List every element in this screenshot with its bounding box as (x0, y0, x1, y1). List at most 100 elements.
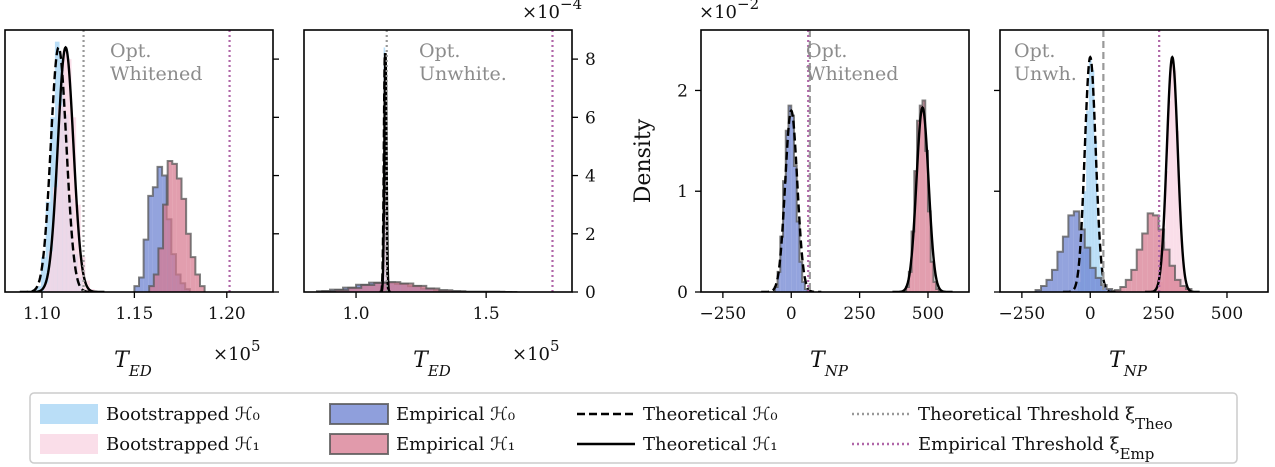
bar (1165, 171, 1169, 292)
histogram-outline (1034, 210, 1124, 292)
bar (50, 117, 55, 292)
panel-annotation: Opt. (110, 40, 151, 62)
x-axis-label: TNP (810, 348, 849, 380)
x-tick-label: 500 (1211, 304, 1243, 324)
bar (1084, 247, 1091, 292)
legend-label: Theoretical Threshold ξTheo (918, 404, 1173, 433)
legend-label: Theoretical ℋ₁ (643, 434, 778, 455)
bar (1088, 60, 1092, 292)
x-tick-label: −250 (999, 304, 1046, 324)
x-tick-label: 250 (843, 304, 875, 324)
x-tick-label: 1.0 (343, 304, 370, 324)
bar (1073, 211, 1080, 292)
legend-swatch (40, 434, 98, 454)
bar (804, 288, 808, 292)
legend-item: Theoretical ℋ₁ (577, 434, 778, 455)
bar (791, 115, 794, 292)
chart-panel3: Opt.Whitened −250 0 250 500 0 1 2 TNP ×10−2 Densit… (631, 0, 970, 380)
bar (796, 221, 800, 292)
panel-annotation: Whitened (110, 63, 202, 85)
bar (1091, 70, 1095, 292)
bar (387, 282, 401, 292)
axes-frame (303, 29, 573, 293)
bar (906, 286, 909, 292)
bar (1175, 279, 1181, 292)
legend-swatch (329, 433, 389, 455)
y-tick-label: 0 (677, 283, 688, 303)
legend-label: Empirical ℋ₁ (396, 434, 515, 455)
bar (922, 100, 926, 292)
bar (777, 271, 781, 292)
bar (785, 130, 789, 292)
theoretical-curve-h0 (1062, 55, 1118, 292)
axes-frame (4, 29, 274, 293)
legend-item: Bootstrapped ℋ₀ (40, 404, 260, 425)
theoretical-curve-h1 (1144, 55, 1200, 292)
bar (925, 150, 928, 292)
bar (1079, 229, 1085, 292)
bar (1169, 265, 1176, 292)
bar (1041, 285, 1047, 292)
bar (134, 286, 139, 292)
bar (1097, 221, 1100, 292)
bar (788, 105, 792, 292)
bar (908, 271, 912, 292)
bar (149, 286, 154, 292)
bar (1164, 249, 1170, 292)
bar (153, 274, 159, 292)
bar (930, 261, 934, 292)
bar (774, 286, 778, 292)
bar (139, 277, 144, 292)
bar (41, 257, 46, 292)
histogram-emp_h1 (321, 281, 518, 292)
y-tick-label: 2 (677, 81, 688, 101)
bar (163, 204, 168, 292)
bar (1131, 269, 1137, 292)
legend-item: Empirical Threshold ξEmp (852, 434, 1154, 463)
axes-frame (999, 29, 1269, 293)
y-offset-label: ×10−2 (699, 0, 759, 23)
bar (1057, 251, 1063, 292)
bar (1125, 279, 1132, 292)
y-tick-label: 2 (585, 225, 596, 245)
bar (157, 166, 163, 292)
y-tick-label: 1 (677, 182, 688, 202)
y-tick-label: 0 (585, 283, 596, 303)
bar (1170, 60, 1174, 292)
bar (1142, 233, 1148, 292)
bar (176, 178, 182, 292)
x-axis-label: TNP (1109, 348, 1148, 380)
x-offset-label: ×105 (512, 337, 560, 365)
bar (780, 236, 784, 292)
bar (1153, 215, 1159, 292)
legend-swatch (40, 404, 98, 424)
bar (348, 287, 362, 292)
bar (927, 211, 931, 292)
bar (1176, 130, 1180, 292)
x-tick-label: 1.5 (473, 304, 500, 324)
bar (143, 239, 149, 292)
bar (36, 286, 42, 292)
legend-item: Theoretical Threshold ξTheo (852, 404, 1173, 433)
bar (911, 231, 915, 292)
bar (802, 281, 805, 292)
bar (361, 285, 375, 292)
histogram-emp_h0 (1034, 210, 1124, 292)
panel-annotation: Unwh. (1014, 63, 1077, 85)
y-offset-label: ×10−4 (522, 0, 582, 23)
x-offset-label: ×105 (213, 337, 261, 365)
bar (43, 283, 49, 292)
bar (1090, 267, 1096, 292)
histogram-outline (148, 160, 206, 292)
plot-area (316, 30, 554, 292)
legend-item: Bootstrapped ℋ₁ (40, 434, 260, 455)
bar (1062, 236, 1069, 292)
legend-swatch (329, 403, 389, 425)
bar (914, 171, 918, 292)
legend-label: Empirical Threshold ξEmp (918, 434, 1154, 463)
chart-panel2: Opt.Unwhite. 1.0 1.5 0 2 4 6 8 TED ×105 ×10−4 (303, 0, 596, 380)
bar (1068, 215, 1074, 292)
bar (53, 187, 58, 292)
bar (783, 181, 786, 292)
plot-area (1034, 30, 1200, 292)
